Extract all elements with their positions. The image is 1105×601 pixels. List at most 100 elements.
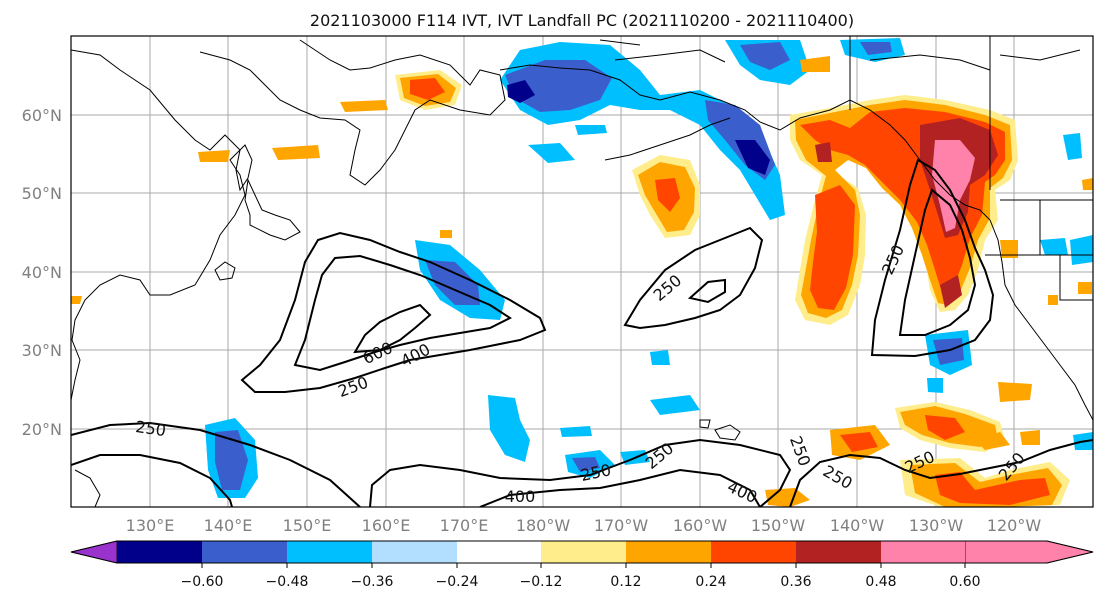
coastlines <box>71 36 1093 507</box>
shade-pos-kam-red <box>410 78 445 100</box>
shade-neg-small-3 <box>1063 133 1082 160</box>
lon-label-180W: 180°W <box>516 516 571 535</box>
lon-label-120W: 120°W <box>987 516 1042 535</box>
shade-pos-s-red-1 <box>840 432 878 452</box>
colorbar-label: 0.36 <box>780 574 811 590</box>
colorbar-segment <box>457 541 541 563</box>
coast-kamchatka <box>199 39 506 186</box>
lon-label-150E: 150°E <box>283 516 332 535</box>
colorbar-segment <box>796 541 881 563</box>
contour-250-south <box>369 438 792 507</box>
colorbar-label: 0.24 <box>695 574 726 590</box>
shade-pos-small-10 <box>1082 178 1093 190</box>
colorbar-extend-max <box>964 540 1094 564</box>
colorbar-segment <box>202 541 287 563</box>
lon-label-130W: 130°W <box>909 516 964 535</box>
shade-neg-south-5 <box>650 395 700 415</box>
colorbar: −0.60 −0.48 −0.36 −0.24 −0.12 0.12 0.24 … <box>70 540 1094 590</box>
lon-label-140E: 140°E <box>204 516 253 535</box>
colorbar-label: 0.60 <box>949 574 980 590</box>
shade-pos-small-6 <box>272 145 320 160</box>
shade-pos-small-9 <box>1020 430 1040 445</box>
shade-pos-small-8 <box>975 432 1010 450</box>
shade-neg-south-1 <box>488 395 530 462</box>
lon-label-170W: 170°W <box>594 516 649 535</box>
lon-label-130E: 130°E <box>126 516 175 535</box>
lat-label-20N: 20°N <box>22 420 62 439</box>
shade-pos-small-2 <box>1000 240 1018 258</box>
contour-400-mid <box>687 278 726 304</box>
coast-sakhalin <box>235 144 253 192</box>
colorbar-segment <box>626 541 711 563</box>
coast-japan-honshu <box>244 178 301 241</box>
colorbar-label: −0.24 <box>436 574 479 590</box>
shade-pos-small-13 <box>440 230 452 238</box>
lon-labels: 130°E 140°E 150°E 160°E 170°E 180°W 170°… <box>126 516 1042 535</box>
contour-400-west <box>293 254 513 372</box>
figure-title: 2021103000 F114 IVT, IVT Landfall PC (20… <box>310 11 854 30</box>
shade-pos-small-3 <box>1048 295 1058 305</box>
shade-pos-small-1 <box>998 382 1032 402</box>
colorbar-ticks <box>201 563 966 568</box>
shade-neg-small-1 <box>650 350 670 365</box>
colorbar-label: 0.12 <box>610 574 641 590</box>
coast-korea-kyushu <box>214 261 236 281</box>
lat-label-50N: 50°N <box>22 184 62 203</box>
contour-400-south <box>479 468 761 507</box>
contour-250-mid <box>623 226 764 330</box>
contour-250-west <box>240 231 547 393</box>
country-borders <box>849 36 991 190</box>
shade-neg-se-mid <box>933 338 964 365</box>
state-borders <box>985 199 1093 301</box>
shade-pos-small-4 <box>1078 282 1092 294</box>
colorbar-label: 0.48 <box>865 574 896 590</box>
lon-label-140W: 140°W <box>830 516 885 535</box>
lat-label-60N: 60°N <box>22 106 62 125</box>
ivt-contours <box>71 158 1093 507</box>
positive-pc-shading <box>71 56 1093 507</box>
colorbar-label: −0.36 <box>351 574 394 590</box>
contour-250-se <box>789 439 1093 507</box>
shade-neg-west-mid <box>215 430 248 490</box>
shade-pos-darkred-2 <box>815 142 832 162</box>
lon-label-160W: 160°W <box>673 516 728 535</box>
shade-pos-small-7 <box>198 150 230 162</box>
shade-neg-small-4 <box>1040 238 1068 255</box>
shade-pos-darkred-3 <box>940 275 962 308</box>
shade-neg-gulf-core <box>735 140 770 175</box>
negative-pc-shading <box>205 38 1093 498</box>
colorbar-segment <box>287 541 372 563</box>
colorbar-segment <box>711 541 796 563</box>
colorbar-segment <box>881 541 965 563</box>
shade-neg-south-4 <box>560 426 592 437</box>
shade-neg-alaska-core <box>507 80 535 103</box>
map-frame <box>70 35 1094 508</box>
colorbar-segment <box>372 541 457 563</box>
shade-neg-small-5 <box>1070 235 1093 265</box>
map-area: 600 400 250 250 250 250 250 250 400 400 … <box>71 36 1093 507</box>
colorbar-outline <box>70 540 1094 564</box>
shade-pos-plume-red <box>810 185 855 310</box>
contour-250-east <box>870 158 995 358</box>
coast-arctic <box>599 39 1081 71</box>
shade-neg-south-2-core <box>572 457 600 472</box>
shade-pos-s-red-2 <box>935 472 1050 505</box>
lat-label-30N: 30°N <box>22 341 62 360</box>
colorbar-label: −0.60 <box>181 574 224 590</box>
shade-pos-se-red <box>925 415 965 440</box>
shade-pos-mid-red <box>655 178 680 212</box>
shade-neg-north-1-core <box>740 42 790 70</box>
contour-400-sw <box>71 454 233 507</box>
lat-label-40N: 40°N <box>22 263 62 282</box>
contour-label-400-south-a: 400 <box>505 487 536 506</box>
colorbar-segment <box>117 541 202 563</box>
lat-labels: 60°N 50°N 40°N 30°N 20°N <box>22 106 62 439</box>
colorbar-label: −0.48 <box>266 574 309 590</box>
contour-250-sw <box>71 421 361 507</box>
contour-600-west <box>353 303 432 354</box>
coast-alaska <box>499 64 991 221</box>
coast-philippines <box>74 469 101 507</box>
coast-aleutians <box>604 117 731 161</box>
colorbar-extend-min <box>70 540 118 564</box>
